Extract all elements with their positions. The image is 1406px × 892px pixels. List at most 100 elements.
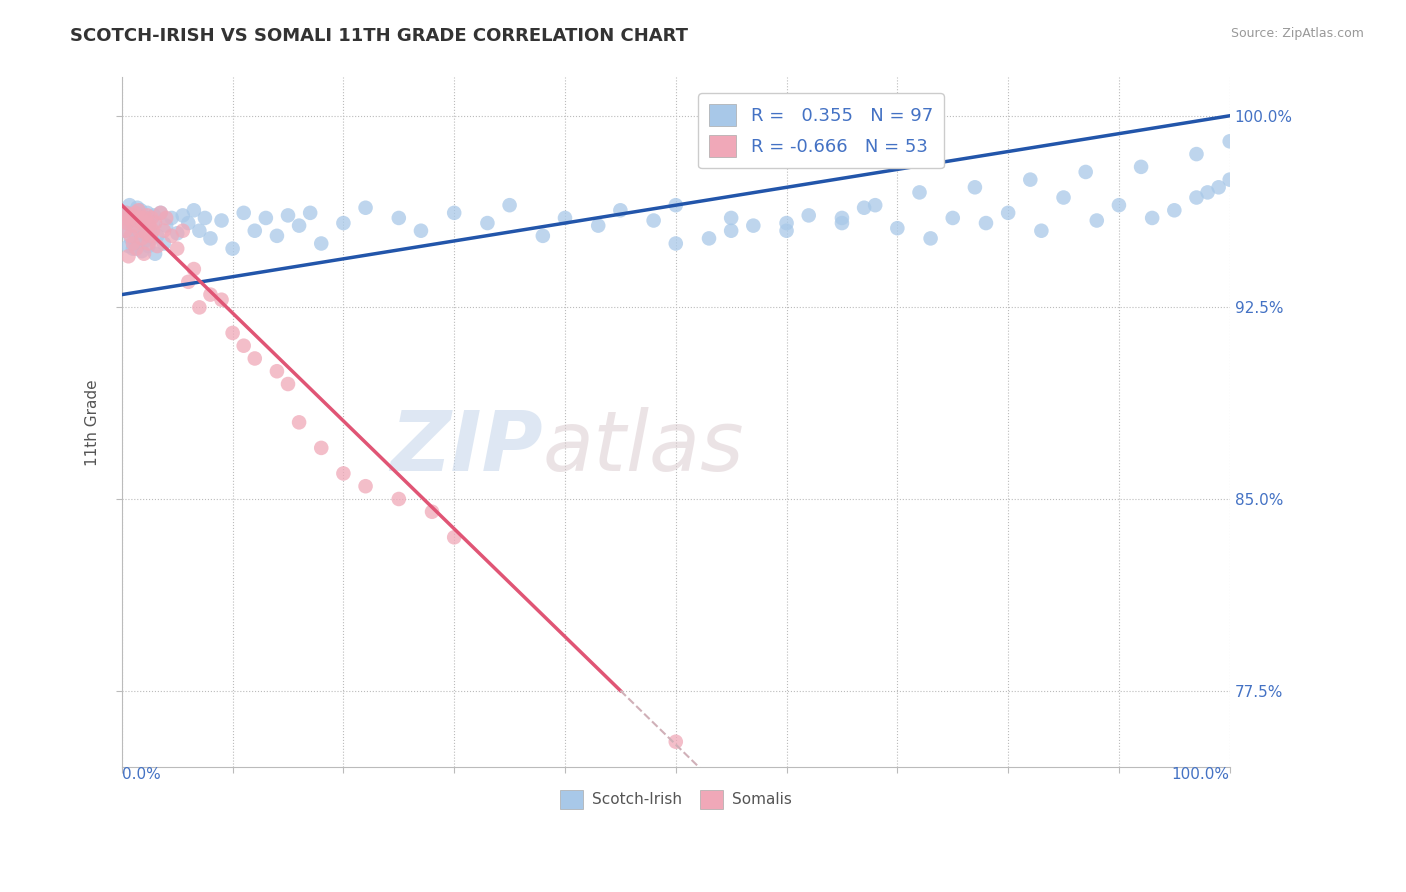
Point — [177, 275, 200, 289]
Point — [127, 213, 149, 227]
Point — [1052, 190, 1074, 204]
Point — [963, 180, 986, 194]
Point — [443, 206, 465, 220]
Point — [120, 231, 142, 245]
Point — [112, 211, 135, 225]
Point — [139, 228, 162, 243]
Point — [863, 198, 886, 212]
Point — [243, 351, 266, 366]
Point — [797, 208, 820, 222]
Point — [127, 203, 149, 218]
Point — [720, 224, 742, 238]
Point — [211, 293, 233, 307]
Text: ZIP: ZIP — [391, 408, 543, 489]
Point — [1108, 198, 1130, 212]
Point — [117, 216, 139, 230]
Point — [920, 231, 942, 245]
Point — [139, 211, 162, 225]
Point — [221, 326, 243, 340]
Point — [120, 228, 142, 243]
Point — [277, 208, 299, 222]
Point — [143, 216, 166, 230]
Point — [309, 441, 332, 455]
Point — [1208, 180, 1230, 194]
Point — [125, 228, 148, 243]
Point — [122, 219, 145, 233]
Point — [1031, 224, 1053, 238]
Point — [141, 231, 163, 245]
Point — [172, 208, 194, 222]
Point — [232, 206, 254, 220]
Point — [477, 216, 499, 230]
Point — [125, 242, 148, 256]
Text: Source: ZipAtlas.com: Source: ZipAtlas.com — [1230, 27, 1364, 40]
Point — [1130, 160, 1153, 174]
Point — [138, 224, 160, 238]
Point — [117, 239, 139, 253]
Point — [138, 219, 160, 233]
Point — [232, 339, 254, 353]
Point — [153, 224, 176, 238]
Point — [831, 216, 853, 230]
Point — [136, 206, 159, 220]
Point — [665, 735, 688, 749]
Point — [134, 211, 156, 225]
Point — [775, 224, 797, 238]
Point — [354, 479, 377, 493]
Point — [1085, 213, 1108, 227]
Point — [1163, 203, 1185, 218]
Point — [200, 287, 222, 301]
Point — [831, 211, 853, 225]
Point — [117, 216, 139, 230]
Point — [122, 242, 145, 256]
Point — [775, 216, 797, 230]
Point — [1219, 134, 1241, 148]
Point — [200, 231, 222, 245]
Point — [121, 211, 143, 225]
Point — [135, 227, 157, 241]
Point — [1185, 147, 1208, 161]
Point — [1185, 190, 1208, 204]
Point — [908, 186, 931, 200]
Point — [742, 219, 765, 233]
Point — [160, 228, 183, 243]
Point — [288, 219, 311, 233]
Point — [127, 236, 149, 251]
Point — [183, 262, 205, 277]
Point — [142, 216, 165, 230]
Point — [554, 211, 576, 225]
Point — [309, 236, 332, 251]
Point — [1074, 165, 1097, 179]
Point — [177, 216, 200, 230]
Y-axis label: 11th Grade: 11th Grade — [86, 379, 100, 466]
Point — [266, 364, 288, 378]
Point — [153, 236, 176, 251]
Point — [1197, 186, 1219, 200]
Point — [188, 224, 211, 238]
Point — [135, 219, 157, 233]
Point — [134, 234, 156, 248]
Point — [243, 224, 266, 238]
Point — [136, 208, 159, 222]
Point — [531, 228, 554, 243]
Point — [288, 415, 311, 429]
Point — [609, 203, 631, 218]
Point — [354, 201, 377, 215]
Point — [129, 211, 152, 225]
Point — [129, 203, 152, 218]
Point — [149, 206, 172, 220]
Point — [118, 198, 141, 212]
Point — [114, 224, 136, 238]
Point — [146, 239, 169, 253]
Point — [142, 208, 165, 222]
Point — [124, 206, 146, 220]
Point — [146, 228, 169, 243]
Point — [115, 206, 138, 220]
Point — [997, 206, 1019, 220]
Point — [388, 491, 411, 506]
Point — [131, 244, 153, 259]
Point — [118, 211, 141, 225]
Point — [188, 301, 211, 315]
Point — [886, 221, 908, 235]
Point — [586, 219, 609, 233]
